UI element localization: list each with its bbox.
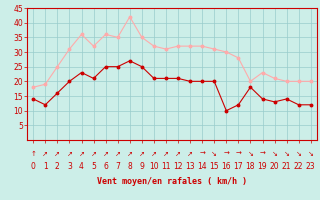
Text: →: →: [260, 151, 265, 157]
Text: 19: 19: [258, 162, 267, 171]
Text: 11: 11: [161, 162, 171, 171]
Text: ↗: ↗: [187, 151, 193, 157]
Text: 10: 10: [149, 162, 159, 171]
Text: 9: 9: [140, 162, 144, 171]
Text: ↘: ↘: [211, 151, 217, 157]
Text: 12: 12: [173, 162, 183, 171]
Text: ↗: ↗: [103, 151, 108, 157]
Text: ↑: ↑: [30, 151, 36, 157]
Text: 20: 20: [270, 162, 279, 171]
Text: 16: 16: [221, 162, 231, 171]
Text: 4: 4: [79, 162, 84, 171]
Text: ↗: ↗: [127, 151, 133, 157]
Text: ↗: ↗: [139, 151, 145, 157]
Text: 21: 21: [282, 162, 292, 171]
Text: 7: 7: [115, 162, 120, 171]
Text: ↗: ↗: [54, 151, 60, 157]
Text: ↗: ↗: [79, 151, 84, 157]
Text: 8: 8: [127, 162, 132, 171]
Text: 0: 0: [31, 162, 36, 171]
Text: 17: 17: [234, 162, 243, 171]
Text: ↗: ↗: [42, 151, 48, 157]
Text: 18: 18: [246, 162, 255, 171]
Text: 22: 22: [294, 162, 303, 171]
Text: ↗: ↗: [175, 151, 181, 157]
Text: ↘: ↘: [308, 151, 314, 157]
Text: ↘: ↘: [272, 151, 277, 157]
Text: 2: 2: [55, 162, 60, 171]
Text: 5: 5: [91, 162, 96, 171]
Text: ↗: ↗: [163, 151, 169, 157]
Text: 13: 13: [185, 162, 195, 171]
Text: ↗: ↗: [67, 151, 72, 157]
Text: 23: 23: [306, 162, 316, 171]
Text: 15: 15: [209, 162, 219, 171]
Text: →: →: [223, 151, 229, 157]
Text: ↘: ↘: [284, 151, 290, 157]
Text: ↘: ↘: [296, 151, 302, 157]
Text: 3: 3: [67, 162, 72, 171]
Text: ↘: ↘: [247, 151, 253, 157]
Text: →: →: [199, 151, 205, 157]
Text: 14: 14: [197, 162, 207, 171]
Text: 1: 1: [43, 162, 48, 171]
Text: Vent moyen/en rafales ( km/h ): Vent moyen/en rafales ( km/h ): [97, 178, 247, 186]
Text: ↗: ↗: [115, 151, 121, 157]
Text: ↗: ↗: [151, 151, 157, 157]
Text: 6: 6: [103, 162, 108, 171]
Text: →: →: [236, 151, 241, 157]
Text: ↗: ↗: [91, 151, 97, 157]
